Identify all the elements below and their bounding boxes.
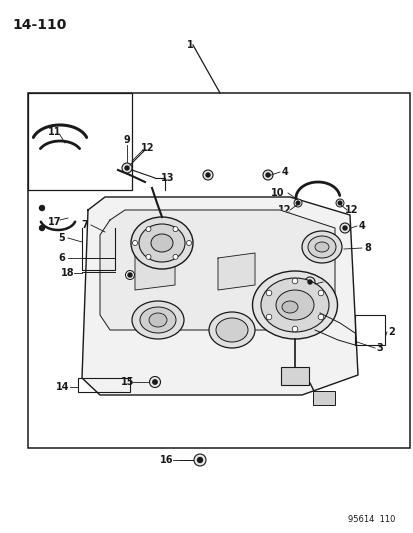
Text: 14-110: 14-110 [12,18,66,32]
Circle shape [307,280,311,284]
Circle shape [146,227,151,232]
Text: 16: 16 [160,455,173,465]
Circle shape [262,170,272,180]
Text: 10: 10 [271,188,284,198]
Text: 4: 4 [281,167,288,177]
Circle shape [173,254,178,260]
Circle shape [132,240,137,246]
Text: 1: 1 [186,40,193,50]
Text: 95614  110: 95614 110 [347,515,394,524]
Ellipse shape [281,301,297,313]
Ellipse shape [149,313,166,327]
Circle shape [125,166,129,170]
Circle shape [266,314,271,320]
Circle shape [304,277,314,287]
Ellipse shape [216,318,247,342]
Bar [354,315,384,345]
Ellipse shape [140,307,176,333]
Circle shape [342,226,346,230]
Circle shape [295,201,299,205]
Bar [312,391,334,405]
Text: 4: 4 [358,221,365,231]
Text: 18: 18 [61,268,75,278]
Text: 13: 13 [161,173,174,183]
Ellipse shape [131,217,192,269]
Circle shape [39,225,44,230]
Polygon shape [218,253,254,290]
Ellipse shape [275,290,313,320]
Circle shape [152,380,157,384]
Circle shape [266,290,271,296]
Text: 8: 8 [364,243,370,253]
Circle shape [337,201,341,205]
Text: 17: 17 [48,217,62,227]
Bar [280,367,308,385]
Circle shape [197,457,202,463]
Ellipse shape [209,312,254,348]
Text: 14: 14 [56,382,69,392]
Circle shape [122,163,132,173]
Text: 7: 7 [81,220,88,230]
Circle shape [318,290,323,296]
Bar [78,378,130,392]
Ellipse shape [301,231,341,263]
Ellipse shape [252,271,337,339]
Polygon shape [100,210,334,330]
Ellipse shape [151,234,173,252]
Text: 4: 4 [324,277,330,287]
Circle shape [202,170,212,180]
Circle shape [293,199,301,207]
Ellipse shape [139,224,185,262]
Text: 12: 12 [344,205,358,215]
Ellipse shape [132,301,183,339]
Circle shape [335,199,343,207]
Circle shape [206,173,209,177]
Ellipse shape [260,278,328,332]
Bar [28,93,132,190]
Circle shape [173,227,178,232]
Text: 2: 2 [388,327,394,337]
Text: 6: 6 [59,253,65,263]
Polygon shape [82,197,357,395]
Text: 3: 3 [376,343,382,353]
Bar [28,93,409,448]
Circle shape [146,254,151,260]
Text: 15: 15 [121,377,134,387]
Text: 12: 12 [141,143,154,153]
Circle shape [39,206,44,211]
Ellipse shape [307,236,335,258]
Circle shape [186,240,191,246]
Circle shape [266,173,269,177]
Text: 11: 11 [48,127,62,137]
Circle shape [128,273,132,277]
Text: 9: 9 [123,135,130,145]
Text: 5: 5 [59,233,65,243]
Polygon shape [135,240,175,290]
Circle shape [292,278,297,284]
Ellipse shape [314,242,328,252]
Circle shape [194,454,206,466]
Circle shape [149,376,160,387]
Circle shape [125,271,134,279]
Circle shape [292,326,297,332]
Circle shape [318,314,323,320]
Text: 12: 12 [278,205,291,215]
Circle shape [339,223,349,233]
